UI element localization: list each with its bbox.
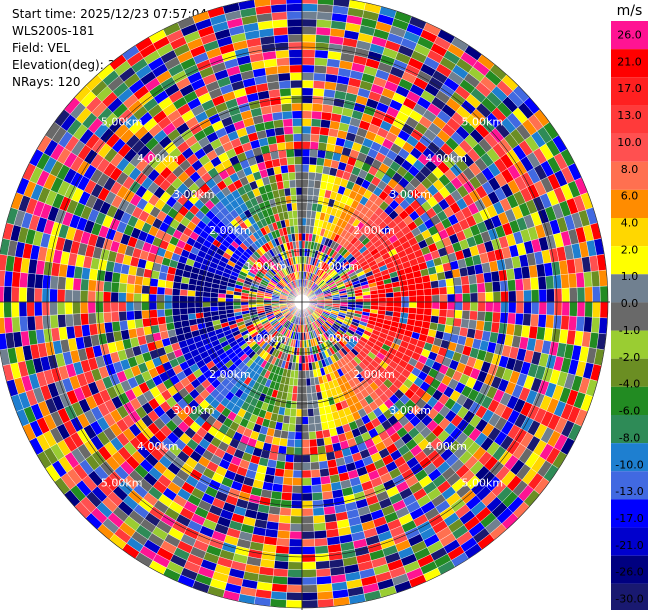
colorbar-tick-label: 2.0 — [621, 243, 639, 256]
colorbar-tick-label: 21.0 — [617, 55, 642, 68]
colorbar-tick-label: -13.0 — [615, 485, 643, 498]
colorbar-tick-label: 1.0 — [621, 270, 639, 283]
start-time: Start time: 2025/12/23 07:57:04 — [12, 7, 207, 21]
colorbar-tick-label: -1.0 — [619, 324, 640, 337]
colorbar-tick-label: 6.0 — [621, 190, 639, 203]
colorbar-tick-label: 13.0 — [617, 109, 642, 122]
colorbar-tick-label: -30.0 — [615, 593, 643, 606]
colorbar-tick-label: -2.0 — [619, 351, 640, 364]
colorbar-tick-label: -10.0 — [615, 458, 643, 471]
colorbar-unit: m/s — [617, 3, 643, 19]
nrays: NRays: 120 — [12, 75, 81, 89]
colorbar-tick-label: 26.0 — [617, 28, 642, 41]
colorbar-tick-label: -21.0 — [615, 539, 643, 552]
ppi-gates — [0, 0, 609, 609]
colorbar-tick-label: -8.0 — [619, 431, 640, 444]
ppi-plot: 1.00km1.00km1.00km1.00km2.00km2.00km2.00… — [0, 0, 610, 610]
colorbar-tick-label: 10.0 — [617, 136, 642, 149]
colorbar-tick-label: 4.0 — [621, 217, 639, 230]
site-name: WLS200s-181 — [12, 24, 95, 38]
colorbar-tick-label: 8.0 — [621, 163, 639, 176]
colorbar-tick-label: 0.0 — [621, 297, 639, 310]
colorbar-tick-label: 17.0 — [617, 82, 642, 95]
field-name: Field: VEL — [12, 41, 71, 55]
colorbar-tick-label: -4.0 — [619, 378, 640, 391]
colorbar-tick-label: -6.0 — [619, 405, 640, 418]
colorbar-tick-label: -26.0 — [615, 566, 643, 579]
colorbar-tick-label: -17.0 — [615, 512, 643, 525]
